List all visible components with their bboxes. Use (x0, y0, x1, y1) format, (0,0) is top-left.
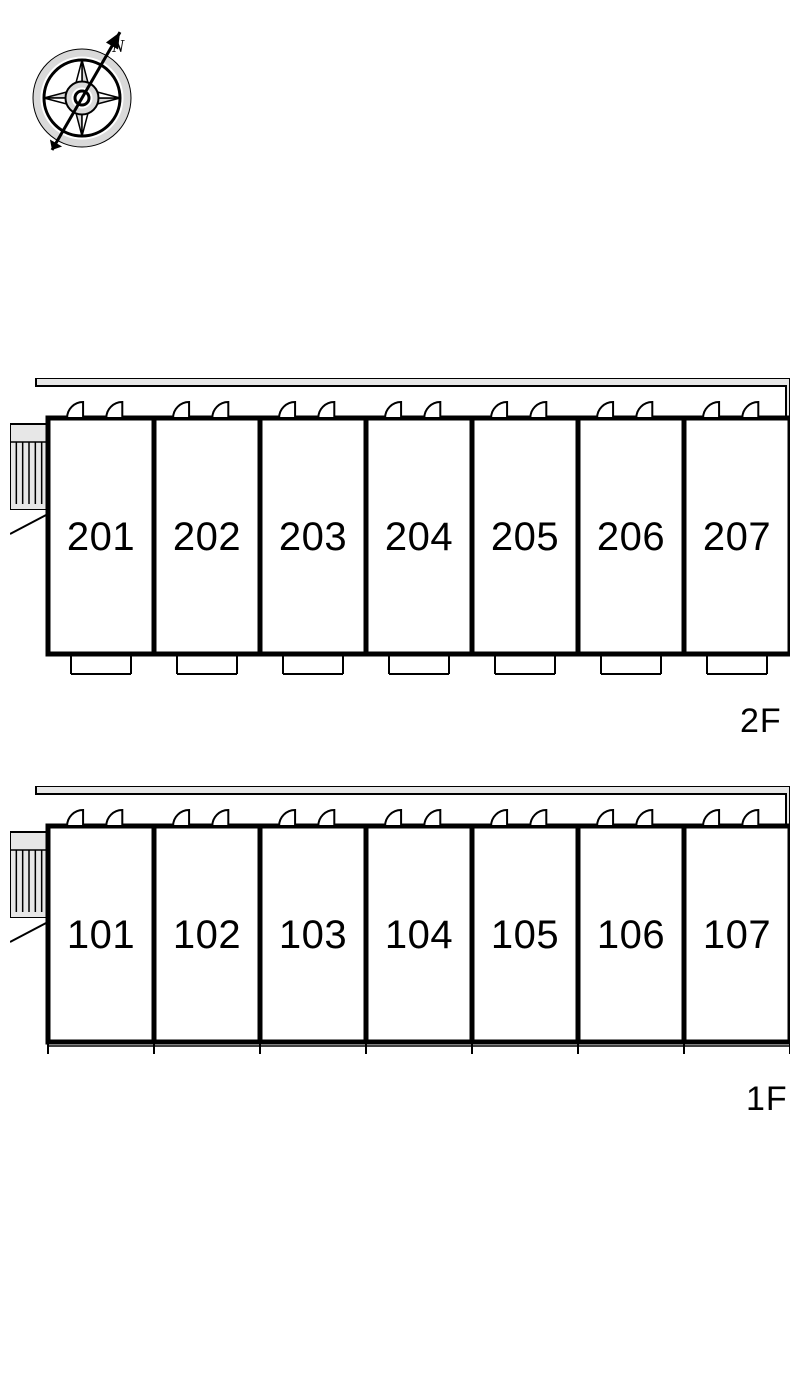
unit-label: 105 (491, 913, 559, 957)
unit-label: 107 (703, 913, 771, 957)
floor-plan-1f: 101 102 103 104 105 106 107 (10, 786, 790, 1056)
unit-label: 206 (597, 515, 665, 559)
unit-label: 104 (385, 913, 453, 957)
unit-label: 201 (67, 515, 135, 559)
unit-label: 207 (703, 515, 771, 559)
unit-label: 103 (279, 913, 347, 957)
floor-plan-2f: 201 202 203 204 205 206 207 (10, 378, 790, 682)
unit-label: 203 (279, 515, 347, 559)
floor-label-1f: 1F (746, 1080, 788, 1119)
unit-label: 205 (491, 515, 559, 559)
unit-label: 102 (173, 913, 241, 957)
unit-label: 106 (597, 913, 665, 957)
compass-icon: N (22, 18, 162, 158)
floor-label-2f: 2F (740, 702, 782, 741)
unit-label: 204 (385, 515, 453, 559)
svg-text:N: N (111, 36, 125, 56)
unit-label: 202 (173, 515, 241, 559)
unit-label: 101 (67, 913, 135, 957)
